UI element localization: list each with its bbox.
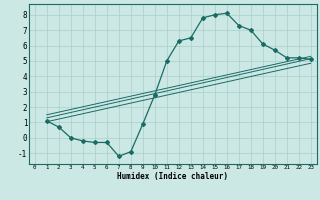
X-axis label: Humidex (Indice chaleur): Humidex (Indice chaleur)	[117, 172, 228, 181]
